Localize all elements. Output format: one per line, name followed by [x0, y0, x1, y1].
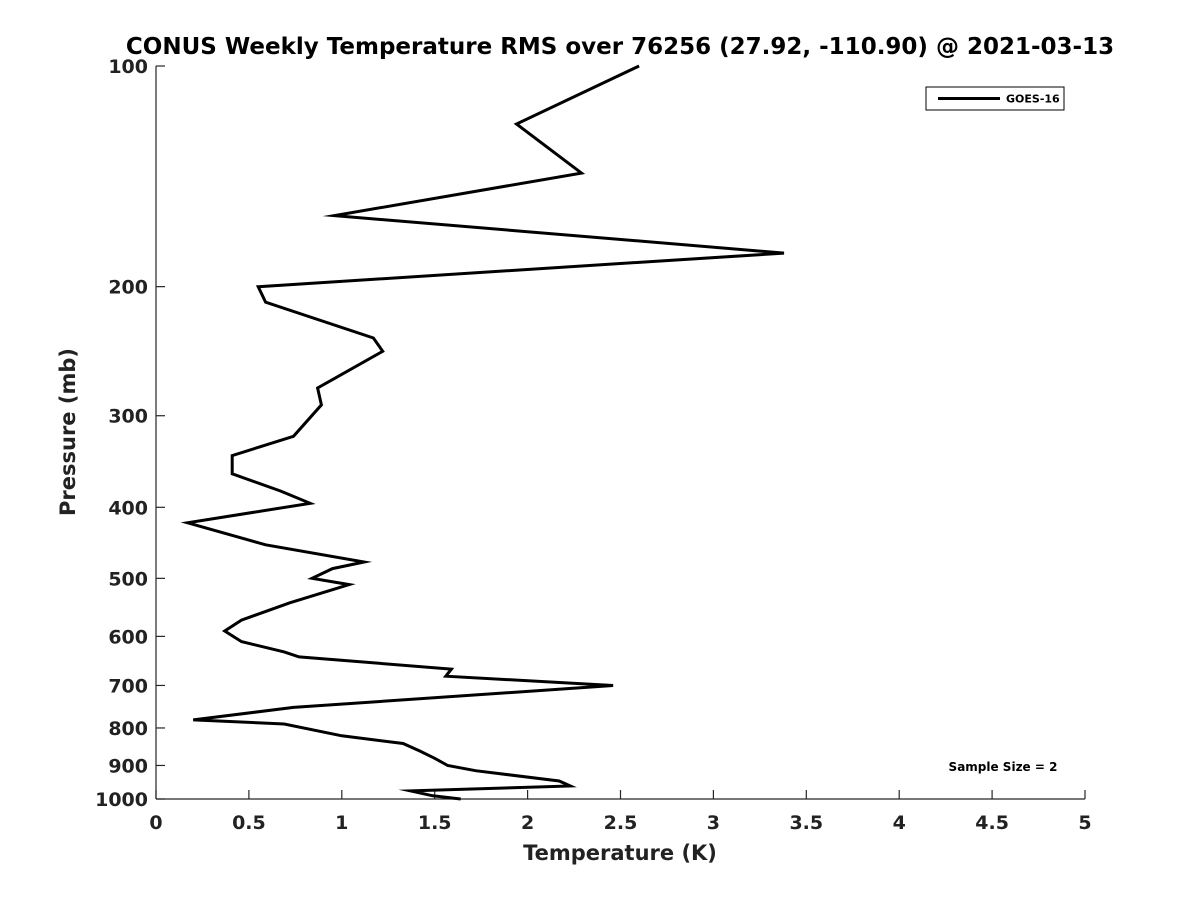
y-tick-label: 600: [108, 626, 148, 648]
x-axis-label: Temperature (K): [523, 841, 717, 865]
x-tick-label: 1: [335, 812, 348, 834]
plot-area: [156, 66, 1085, 799]
y-tick-label: 200: [108, 277, 148, 299]
x-tick-label: 3: [707, 812, 720, 834]
x-tick-label: 2.5: [604, 812, 638, 834]
y-tick-label: 800: [108, 718, 148, 740]
y-tick-label: 400: [108, 497, 148, 519]
y-tick-label: 1000: [95, 789, 148, 811]
legend: GOES-16: [925, 86, 1065, 111]
y-tick-label: 100: [108, 56, 148, 78]
x-tick-label: 5: [1078, 812, 1091, 834]
y-tick-label: 900: [108, 755, 148, 777]
x-tick-label: 4.5: [975, 812, 1009, 834]
x-tick-label: 1.5: [418, 812, 452, 834]
series-layer: [180, 64, 785, 801]
x-tick-label: 0.5: [232, 812, 266, 834]
x-tick-label: 4: [893, 812, 906, 834]
sample-size-note: Sample Size = 2: [949, 760, 1058, 774]
x-tick-label: 2: [521, 812, 534, 834]
y-tick-label: 700: [108, 675, 148, 697]
y-tick-label: 500: [108, 568, 148, 590]
x-tick-label: 3.5: [789, 812, 823, 834]
series-line-goes-16: [180, 64, 785, 801]
y-axis-label: Pressure (mb): [56, 348, 80, 516]
chart-title: CONUS Weekly Temperature RMS over 76256 …: [126, 34, 1114, 60]
y-tick-label: 300: [108, 406, 148, 428]
axes: 0 0.5 1 1.5 2 2.5 3 3.5 4 4.5 5 100 200 300 400 500 600 7…: [95, 56, 1092, 834]
legend-label-goes-16: GOES-16: [1006, 93, 1060, 106]
x-tick-label: 0: [149, 812, 162, 834]
